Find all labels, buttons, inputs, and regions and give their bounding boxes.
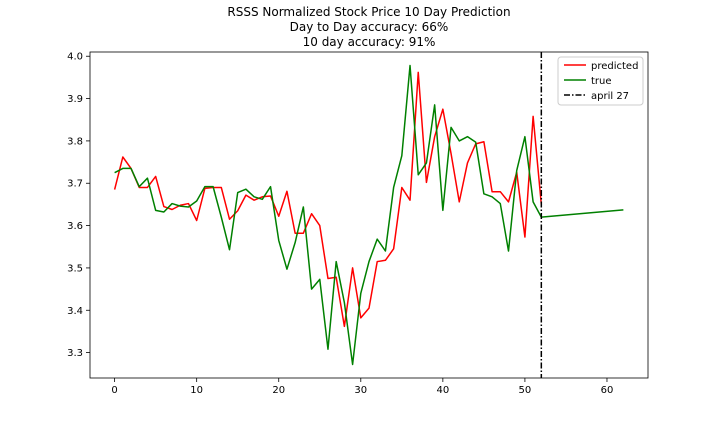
x-tick-label: 60 [601, 385, 614, 396]
x-tick-label: 50 [519, 385, 532, 396]
series-line-true [114, 64, 624, 366]
chart-title-line-3: 10 day accuracy: 91% [303, 35, 436, 49]
legend: predicted true april 27 [557, 56, 644, 106]
axes-frame [89, 51, 649, 379]
y-axis: 3.3 3.4 3.5 3.6 3.7 3.8 3.9 4.0 [67, 52, 90, 359]
plot-area [113, 52, 624, 378]
chart-title-line-1: RSSS Normalized Stock Price 10 Day Predi… [227, 5, 510, 19]
y-tick-label: 3.6 [67, 221, 83, 232]
y-tick-label: 3.5 [67, 263, 83, 274]
series-line-predicted [113, 71, 543, 328]
x-tick-label: 20 [272, 385, 285, 396]
x-tick-label: 0 [111, 385, 117, 396]
y-tick-label: 3.9 [67, 94, 83, 105]
x-axis: 0 10 20 30 40 50 60 [111, 378, 613, 396]
legend-label-true: true [591, 76, 612, 87]
x-tick-label: 40 [436, 385, 449, 396]
y-tick-label: 3.7 [67, 179, 83, 190]
legend-box [557, 56, 644, 106]
y-tick-label: 3.3 [67, 348, 83, 359]
legend-label-predicted: predicted [591, 61, 638, 72]
chart-title-line-2: Day to Day accuracy: 66% [290, 20, 449, 34]
y-tick-label: 4.0 [67, 52, 83, 63]
y-tick-label: 3.8 [67, 136, 83, 147]
legend-label-april-27: april 27 [591, 91, 629, 102]
y-tick-label: 3.4 [67, 306, 83, 317]
x-tick-label: 10 [190, 385, 203, 396]
x-tick-label: 30 [354, 385, 367, 396]
